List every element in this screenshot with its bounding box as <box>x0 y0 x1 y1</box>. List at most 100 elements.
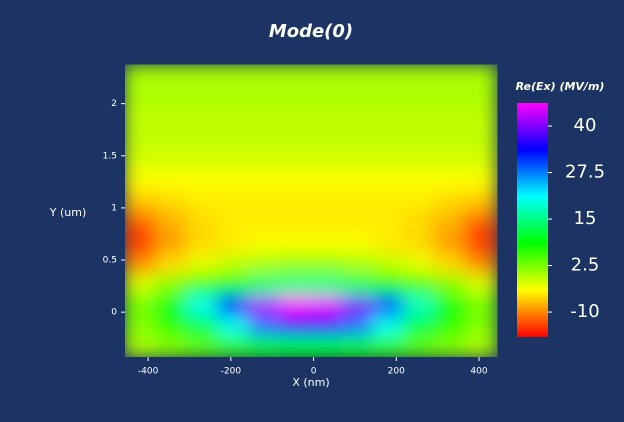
heat-cell <box>403 64 436 87</box>
heat-cell <box>154 335 187 357</box>
heat-cell <box>216 314 249 337</box>
heat-cell <box>247 252 280 275</box>
colorbar-tick-label: 15 <box>574 208 597 229</box>
heat-cell <box>403 231 436 254</box>
heat-cell <box>125 314 156 337</box>
heat-cell <box>185 168 218 191</box>
heat-cell <box>247 147 280 170</box>
heat-cell <box>154 168 187 191</box>
heat-cell <box>371 273 405 295</box>
colorbar <box>517 103 548 337</box>
heat-cell <box>154 64 187 87</box>
heat-cell <box>434 252 467 275</box>
heat-cell <box>465 168 498 191</box>
heat-cell <box>185 106 218 129</box>
heat-cell <box>403 314 436 337</box>
heat-cell <box>403 210 436 233</box>
heat-cell <box>247 314 280 337</box>
heat-cell <box>340 85 373 108</box>
heat-cell <box>465 106 498 129</box>
heat-cell <box>247 64 280 87</box>
y-tick-label: 0 <box>111 308 117 318</box>
heat-cell <box>278 64 311 87</box>
heat-cell <box>340 210 373 233</box>
heat-cell <box>247 273 280 295</box>
colorbar-tick-label: 2.5 <box>571 255 600 276</box>
heat-cell <box>278 147 311 170</box>
heat-cell <box>247 231 280 254</box>
heat-cell <box>247 210 280 233</box>
heat-cell <box>247 168 280 191</box>
heat-cell <box>434 273 467 295</box>
heat-cell <box>247 127 280 149</box>
heat-cell <box>278 189 311 212</box>
heat-cell <box>154 106 187 129</box>
heat-cell <box>403 189 436 212</box>
heat-cell <box>340 189 373 212</box>
heat-cell <box>125 64 156 87</box>
heat-cell <box>125 127 156 149</box>
heat-cell <box>247 85 280 108</box>
heat-cell <box>309 85 342 108</box>
heat-cell <box>278 335 311 357</box>
heat-cell <box>216 64 249 87</box>
heat-cell <box>154 85 187 108</box>
heat-cell <box>309 106 342 129</box>
heat-cell <box>125 189 156 212</box>
heat-cell <box>309 168 342 191</box>
heat-cell <box>434 314 467 337</box>
y-tick-label: 2 <box>111 99 117 109</box>
x-tick-label: -400 <box>138 367 159 377</box>
colorbar-title: Re(Ex) (MV/m) <box>516 80 605 93</box>
heat-cell <box>403 335 436 357</box>
heat-cell <box>371 85 405 108</box>
colorbar-tick-label: 40 <box>574 115 597 136</box>
heat-cell <box>278 127 311 149</box>
heat-cell <box>340 252 373 275</box>
heat-cell <box>340 64 373 87</box>
heat-cell <box>434 106 467 129</box>
heat-cell <box>434 231 467 254</box>
heat-cell <box>403 168 436 191</box>
heat-cell <box>434 127 467 149</box>
heat-cell <box>309 252 342 275</box>
heat-cell <box>154 127 187 149</box>
heat-cell <box>185 314 218 337</box>
heat-cell <box>309 273 342 295</box>
y-tick-label: 0.5 <box>103 256 117 266</box>
heat-cell <box>125 85 156 108</box>
heat-cell <box>465 127 498 149</box>
heat-cell <box>185 147 218 170</box>
heat-cell <box>465 64 498 87</box>
heat-cell <box>371 252 405 275</box>
heat-cell <box>154 147 187 170</box>
heat-cell <box>278 85 311 108</box>
heat-cell <box>403 85 436 108</box>
heat-cell <box>309 231 342 254</box>
heat-cell <box>185 85 218 108</box>
heat-cell <box>434 64 467 87</box>
chart-title: Mode(0) <box>269 21 353 42</box>
heat-cell <box>247 106 280 129</box>
heat-cell <box>247 189 280 212</box>
heat-cell <box>154 210 187 233</box>
heat-cell <box>309 127 342 149</box>
heat-cell <box>247 335 280 357</box>
x-axis-label: X (nm) <box>292 376 329 389</box>
heat-cell <box>371 106 405 129</box>
heat-cell <box>154 252 187 275</box>
heat-cell <box>403 127 436 149</box>
heat-cell <box>340 335 373 357</box>
heat-cell <box>309 189 342 212</box>
heat-cell <box>340 147 373 170</box>
heat-cell <box>278 210 311 233</box>
heat-cell <box>278 314 311 337</box>
heat-cell <box>125 106 156 129</box>
heat-cell <box>125 210 156 233</box>
heat-cell <box>403 147 436 170</box>
heat-cell <box>278 273 311 295</box>
y-tick-label: 1 <box>111 203 117 213</box>
heat-cell <box>340 231 373 254</box>
heat-cell <box>465 210 498 233</box>
